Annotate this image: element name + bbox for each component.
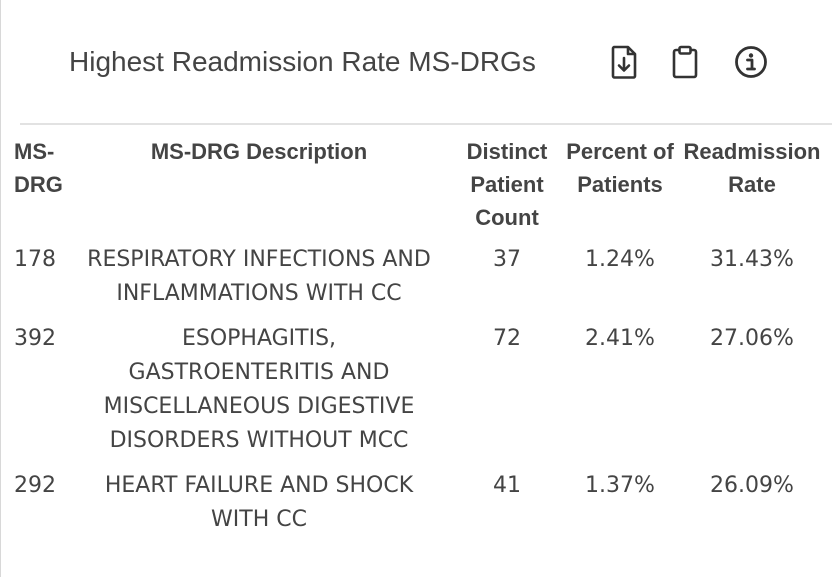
clipboard-icon bbox=[672, 45, 698, 79]
cell-percent-of-patients: 1.37% bbox=[585, 473, 655, 498]
cell-distinct-patient-count: 37 bbox=[493, 247, 521, 272]
column-header-distinct-patient-count[interactable]: Distinct Patient Count bbox=[466, 139, 548, 230]
download-button[interactable] bbox=[606, 44, 642, 80]
panel-left-border bbox=[0, 0, 1, 577]
widget-title: Highest Readmission Rate MS-DRGs bbox=[69, 46, 536, 77]
cell-distinct-patient-count: 72 bbox=[493, 326, 521, 351]
table-header: MS-DRG MS-DRG Description Distinct Patie… bbox=[8, 135, 830, 240]
column-header-percent-of-patients[interactable]: Percent of Patients bbox=[566, 139, 674, 197]
cell-percent-of-patients: 1.24% bbox=[585, 247, 655, 272]
download-document-icon bbox=[611, 45, 637, 79]
table-row: 178 RESPIRATORY INFECTIONS AND INFLAMMAT… bbox=[8, 240, 830, 319]
cell-distinct-patient-count: 41 bbox=[493, 473, 521, 498]
info-button[interactable] bbox=[733, 44, 769, 80]
cell-readmission-rate: 31.43% bbox=[710, 247, 794, 272]
column-header-msdrg[interactable]: MS-DRG bbox=[14, 139, 63, 197]
table-row: 292 HEART FAILURE AND SHOCK WITH CC 41 1… bbox=[8, 466, 830, 545]
table-body: 178 RESPIRATORY INFECTIONS AND INFLAMMAT… bbox=[8, 240, 830, 545]
cell-percent-of-patients: 2.41% bbox=[585, 326, 655, 351]
widget-header: Highest Readmission Rate MS-DRGs bbox=[0, 0, 836, 124]
cell-msdrg: 392 bbox=[14, 326, 56, 351]
cell-msdrg: 178 bbox=[14, 247, 56, 272]
table-row: 392 ESOPHAGITIS, GASTROENTERITIS AND MIS… bbox=[8, 319, 830, 466]
cell-msdrg: 292 bbox=[14, 473, 56, 498]
cell-description: HEART FAILURE AND SHOCK WITH CC bbox=[104, 473, 414, 532]
cell-description: ESOPHAGITIS, GASTROENTERITIS AND MISCELL… bbox=[103, 326, 415, 453]
header-divider bbox=[20, 123, 832, 125]
cell-description: RESPIRATORY INFECTIONS AND INFLAMMATIONS… bbox=[87, 247, 431, 306]
cell-readmission-rate: 27.06% bbox=[710, 326, 794, 351]
table-header-row: MS-DRG MS-DRG Description Distinct Patie… bbox=[8, 135, 830, 240]
column-header-description[interactable]: MS-DRG Description bbox=[150, 139, 368, 164]
cell-readmission-rate: 26.09% bbox=[710, 473, 794, 498]
info-circle-icon bbox=[735, 46, 767, 78]
clipboard-button[interactable] bbox=[667, 44, 703, 80]
readmission-table: MS-DRG MS-DRG Description Distinct Patie… bbox=[8, 135, 830, 545]
column-header-readmission-rate[interactable]: Readmission Rate bbox=[683, 139, 821, 197]
